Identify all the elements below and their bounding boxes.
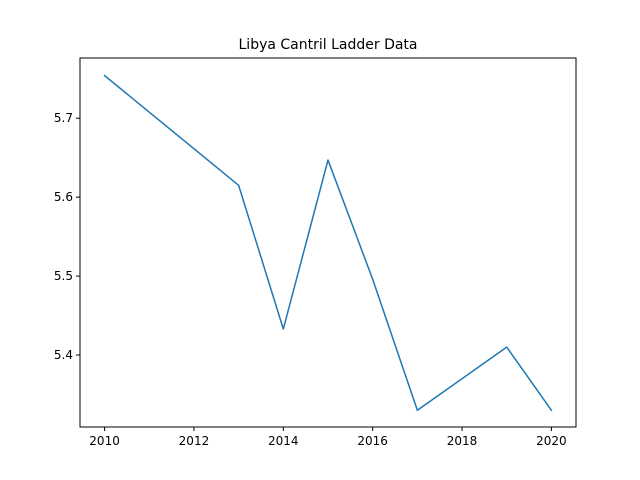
x-tick-label: 2010	[89, 434, 120, 448]
x-tick-label: 2018	[447, 434, 478, 448]
plot-frame	[79, 57, 577, 428]
series-layer	[103, 74, 553, 412]
x-tick-label: 2012	[179, 434, 210, 448]
y-tick-label: 5.5	[54, 269, 73, 283]
x-axis: 2010 2012 2014 2016 2018 2020	[89, 427, 567, 448]
y-tick-label: 5.4	[54, 348, 73, 362]
y-tick-label: 5.7	[54, 111, 73, 125]
x-tick-label: 2016	[357, 434, 388, 448]
series-line	[103, 74, 553, 412]
x-tick-label: 2014	[268, 434, 299, 448]
y-axis: 5.4 5.5 5.6 5.7	[54, 111, 80, 362]
chart-title: Libya Cantril Ladder Data	[239, 37, 418, 53]
y-tick-label: 5.6	[54, 190, 73, 204]
x-tick-label: 2020	[536, 434, 567, 448]
